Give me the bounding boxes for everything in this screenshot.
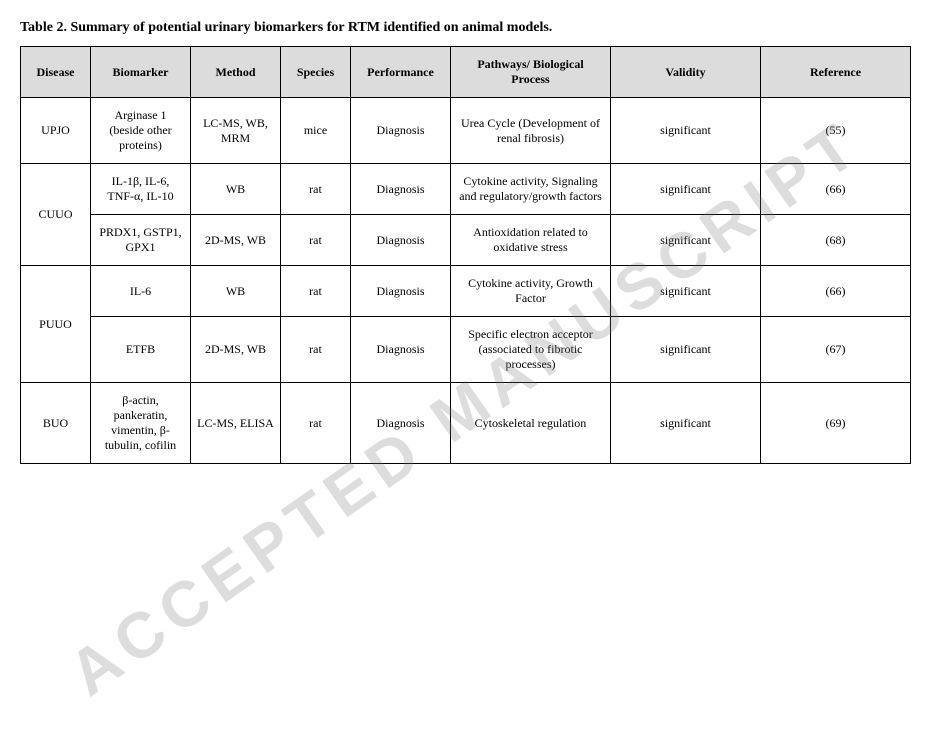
cell-species: mice [281,98,351,164]
cell-species: rat [281,317,351,383]
cell-method: LC-MS, ELISA [191,383,281,464]
cell-disease: PUUO [21,266,91,383]
table-row: PRDX1, GSTP1, GPX1 2D-MS, WB rat Diagnos… [21,215,911,266]
cell-species: rat [281,215,351,266]
cell-pathways: Antioxidation related to oxidative stres… [451,215,611,266]
cell-reference: (66) [761,266,911,317]
cell-biomarker: ETFB [91,317,191,383]
cell-pathways: Urea Cycle (Development of renal fibrosi… [451,98,611,164]
cell-pathways: Cytokine activity, Growth Factor [451,266,611,317]
cell-validity: significant [611,164,761,215]
cell-reference: (67) [761,317,911,383]
cell-validity: significant [611,98,761,164]
cell-reference: (69) [761,383,911,464]
cell-reference: (68) [761,215,911,266]
cell-performance: Diagnosis [351,317,451,383]
cell-species: rat [281,266,351,317]
cell-performance: Diagnosis [351,164,451,215]
cell-method: LC-MS, WB, MRM [191,98,281,164]
cell-performance: Diagnosis [351,215,451,266]
cell-pathways: Cytokine activity, Signaling and regulat… [451,164,611,215]
cell-species: rat [281,164,351,215]
cell-validity: significant [611,317,761,383]
table-row: ETFB 2D-MS, WB rat Diagnosis Specific el… [21,317,911,383]
cell-performance: Diagnosis [351,98,451,164]
table-row: PUUO IL-6 WB rat Diagnosis Cytokine acti… [21,266,911,317]
col-disease: Disease [21,47,91,98]
table-header-row: Disease Biomarker Method Species Perform… [21,47,911,98]
cell-pathways: Specific electron acceptor (associated t… [451,317,611,383]
cell-disease: BUO [21,383,91,464]
cell-disease: UPJO [21,98,91,164]
cell-performance: Diagnosis [351,266,451,317]
table-row: UPJO Arginase 1 (beside other proteins) … [21,98,911,164]
col-pathways: Pathways/ Biological Process [451,47,611,98]
cell-biomarker: Arginase 1 (beside other proteins) [91,98,191,164]
cell-biomarker: IL-6 [91,266,191,317]
col-biomarker: Biomarker [91,47,191,98]
cell-pathways: Cytoskeletal regulation [451,383,611,464]
col-method: Method [191,47,281,98]
col-species: Species [281,47,351,98]
cell-disease: CUUO [21,164,91,266]
cell-biomarker: β-actin, pankeratin, vimentin, β-tubulin… [91,383,191,464]
cell-validity: significant [611,215,761,266]
biomarker-table: Disease Biomarker Method Species Perform… [20,46,911,464]
cell-species: rat [281,383,351,464]
col-performance: Performance [351,47,451,98]
cell-reference: (66) [761,164,911,215]
table-row: BUO β-actin, pankeratin, vimentin, β-tub… [21,383,911,464]
cell-method: 2D-MS, WB [191,215,281,266]
table-caption: Table 2. Summary of potential urinary bi… [20,20,909,36]
col-validity: Validity [611,47,761,98]
cell-validity: significant [611,266,761,317]
cell-method: WB [191,266,281,317]
cell-reference: (55) [761,98,911,164]
cell-method: 2D-MS, WB [191,317,281,383]
cell-performance: Diagnosis [351,383,451,464]
cell-biomarker: PRDX1, GSTP1, GPX1 [91,215,191,266]
cell-method: WB [191,164,281,215]
cell-biomarker: IL-1β, IL-6, TNF-α, IL-10 [91,164,191,215]
col-reference: Reference [761,47,911,98]
table-row: CUUO IL-1β, IL-6, TNF-α, IL-10 WB rat Di… [21,164,911,215]
cell-validity: significant [611,383,761,464]
